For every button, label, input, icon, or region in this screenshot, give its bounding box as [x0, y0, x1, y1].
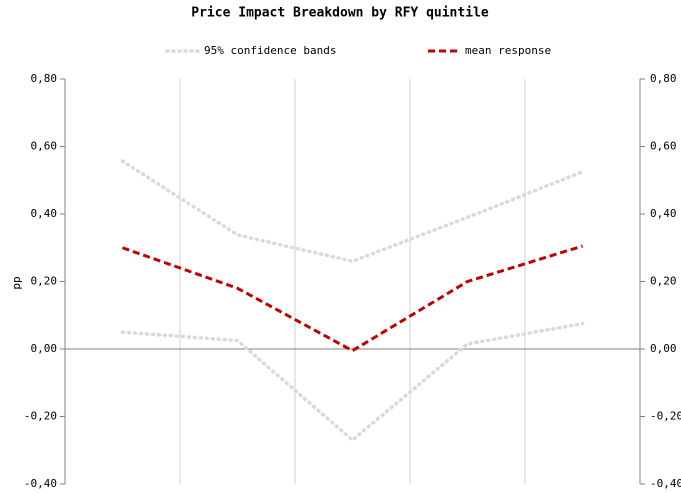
y-tick-label: 0,60 [31, 140, 58, 153]
series-line [120, 321, 585, 443]
series-line [122, 244, 583, 353]
y-tick-label: -0,40 [24, 477, 57, 490]
y-tick-label: 0,20 [31, 275, 58, 288]
chart-title: Price Impact Breakdown by RFY quintile [191, 6, 489, 21]
y2-tick-label: -0,40 [650, 477, 681, 490]
y2-tick-label: 0,60 [650, 140, 677, 153]
y2-tick-label: 0,00 [650, 342, 677, 355]
y-axis-label: pp [10, 276, 23, 289]
y-tick-label: 0,80 [31, 72, 58, 85]
y-tick-label: -0,20 [24, 410, 57, 423]
y-tick-label: 0,00 [31, 342, 58, 355]
y2-tick-label: -0,20 [650, 410, 681, 423]
series-line [120, 159, 585, 264]
y2-tick-label: 0,40 [650, 207, 677, 220]
y2-tick-label: 0,20 [650, 275, 677, 288]
y2-tick-label: 0,80 [650, 72, 677, 85]
legend-label: mean response [465, 44, 551, 57]
y-tick-label: 0,40 [31, 207, 58, 220]
legend-label: 95% confidence bands [204, 44, 336, 57]
